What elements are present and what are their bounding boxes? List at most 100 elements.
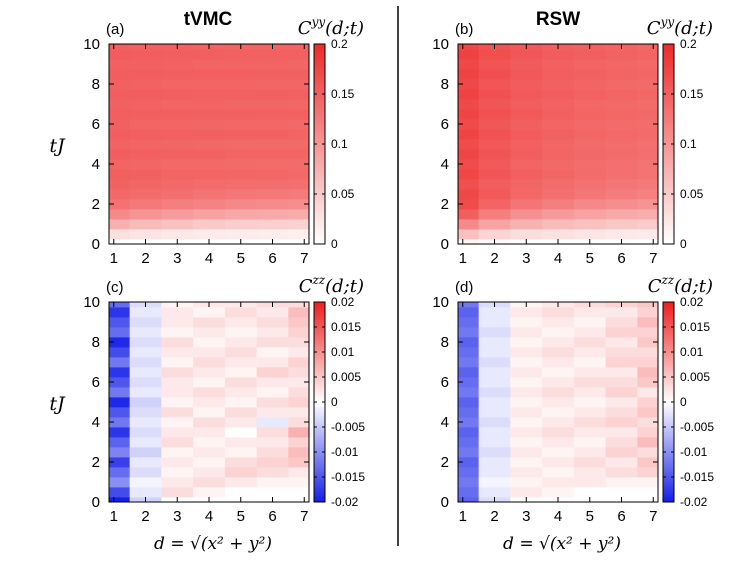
heatmap-cell [161,149,194,160]
heatmap-cell [129,159,162,170]
colorbar-tick-label: -0.015 [680,470,714,484]
y-tick-label: 4 [92,156,100,173]
heatmap-cell [605,437,638,448]
heatmap-cell [129,327,162,338]
heatmap-cell [510,219,543,230]
heatmap-cell [458,209,480,220]
heatmap-cell [458,407,480,418]
heatmap-cell [256,199,289,210]
colorbar-tick-label: 0 [680,237,687,251]
heatmap-cell [637,487,659,498]
heatmap-cell [256,119,289,130]
heatmap-cell [637,397,659,408]
x-tick-label: 1 [110,250,118,267]
heatmap-cell [458,437,480,448]
heatmap-cell [224,417,258,428]
heatmap-cell [193,179,226,190]
colorbar-tick-label: -0.02 [331,495,359,509]
heatmap-cell [193,317,226,328]
x-tick-label: 2 [141,250,149,267]
heatmap-cell [288,129,310,140]
heatmap-cell [129,407,162,418]
heatmap-cell [129,59,162,70]
heatmap-cell [458,129,480,140]
heatmap-cell [542,89,575,100]
heatmap-cell [573,119,607,130]
heatmap-cell [478,149,511,160]
heatmap-cell [129,307,162,318]
heatmap-cell [161,119,194,130]
heatmap-cell [129,467,162,478]
heatmap-cell [458,377,480,388]
heatmap-cell [605,219,638,230]
x-tick-label: 6 [617,250,625,267]
heatmap-cell [161,327,194,338]
heatmap-cell [109,139,131,150]
heatmap-cell [637,219,659,230]
heatmap-cell [193,367,226,378]
heatmap-cell [109,357,131,368]
heatmap-cell [193,149,226,160]
heatmap-cell [256,169,289,180]
heatmap-cell [109,109,131,120]
heatmap-cell [637,209,659,220]
heatmap-cell [256,337,289,348]
heatmap-cell [224,477,258,488]
heatmap-cell [161,89,194,100]
heatmap-cell [224,129,258,140]
heatmap-cell [256,377,289,388]
heatmap-cell [109,367,131,378]
heatmap-cell [129,49,162,60]
heatmap-cell [256,69,289,80]
heatmap-cell [129,189,162,200]
heatmap-cell [193,327,226,338]
heatmap-cell [573,89,607,100]
heatmap-cell [193,109,226,120]
heatmap-cell [193,407,226,418]
heatmap-cell [573,447,607,458]
heatmap-cell [458,169,480,180]
heatmap-cell [573,69,607,80]
heatmap-cell [256,407,289,418]
heatmap-cell [478,387,511,398]
colorbar-tick-label: 0.05 [680,187,704,201]
heatmap-cell [161,199,194,210]
heatmap-cell [637,417,659,428]
column-title: RSW [536,9,580,30]
heatmap-cell [161,69,194,80]
x-tick-label: 7 [649,508,657,525]
heatmap-cell [542,307,575,318]
colorbar-tick-label: 0.02 [331,295,355,309]
heatmap-cell [256,417,289,428]
heatmap-cell [129,477,162,488]
heatmap-cell [478,397,511,408]
heatmap-cell [224,109,258,120]
heatmap-cell [256,397,289,408]
heatmap-cell [458,139,480,150]
heatmap-cell [637,129,659,140]
heatmap-cell [458,149,480,160]
heatmap-cell [637,347,659,358]
colorbar-tick-label: -0.02 [680,495,708,509]
colorbar-tick-label: -0.01 [680,445,708,459]
heatmap-cell [573,397,607,408]
heatmap-cell [161,477,194,488]
y-tick-label: 2 [441,196,449,213]
heatmap-cell [161,397,194,408]
heatmap-cell [288,49,310,60]
heatmap-cell [109,99,131,110]
heatmap-cell [478,139,511,150]
colorbar-tick-label: 0.01 [680,345,704,359]
y-tick-label: 8 [92,76,100,93]
heatmap-cell [510,99,543,110]
heatmap-cell [510,467,543,478]
heatmap-cell [193,189,226,200]
heatmap-cell [605,337,638,348]
y-tick-label: 0 [441,236,449,253]
heatmap-cell [605,377,638,388]
heatmap-cell [109,387,131,398]
heatmap-cell [605,447,638,458]
heatmap-cell [224,397,258,408]
colorbar-tick-label: -0.005 [331,420,365,434]
heatmap-cell [542,357,575,368]
